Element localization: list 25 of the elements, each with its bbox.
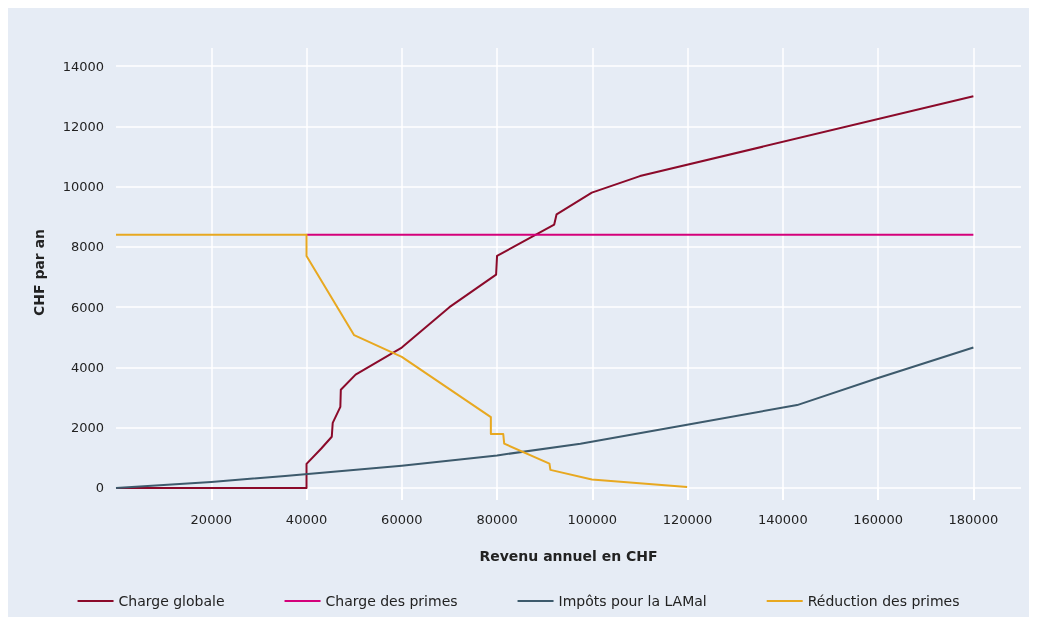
x-tick-label: 40000	[285, 512, 328, 527]
x-tick-label: 160000	[853, 512, 903, 527]
legend-label: Réduction des primes	[807, 593, 960, 609]
y-tick-label: 6000	[70, 299, 104, 315]
line-series	[115, 233, 689, 489]
x-axis-title: Revenu annuel en CHF	[479, 548, 658, 564]
x-tick-label: 140000	[758, 512, 808, 527]
y-tick-label: 8000	[70, 239, 104, 255]
y-tick-label: 10000	[62, 179, 104, 195]
x-tick-label: 60000	[381, 512, 423, 527]
y-tick-label: 4000	[70, 359, 104, 375]
y-tick-label: 12000	[62, 118, 104, 134]
x-tick-label: 180000	[948, 512, 999, 527]
y-tick-label: 0	[95, 480, 104, 496]
legend-label: Charge globale	[118, 593, 225, 609]
x-tick-label: 100000	[567, 512, 618, 527]
y-axis-title: CHF par an	[31, 228, 47, 317]
y-tick-label: 14000	[62, 58, 104, 74]
x-tick-label: 120000	[662, 512, 713, 527]
y-tick-label: 2000	[70, 420, 104, 436]
line-series	[115, 346, 975, 489]
legend-label: Impôts pour la LAMal	[558, 593, 707, 609]
x-tick-label: 80000	[476, 512, 518, 527]
legend-label: Charge des primes	[325, 593, 458, 609]
x-tick-label: 20000	[190, 512, 232, 527]
